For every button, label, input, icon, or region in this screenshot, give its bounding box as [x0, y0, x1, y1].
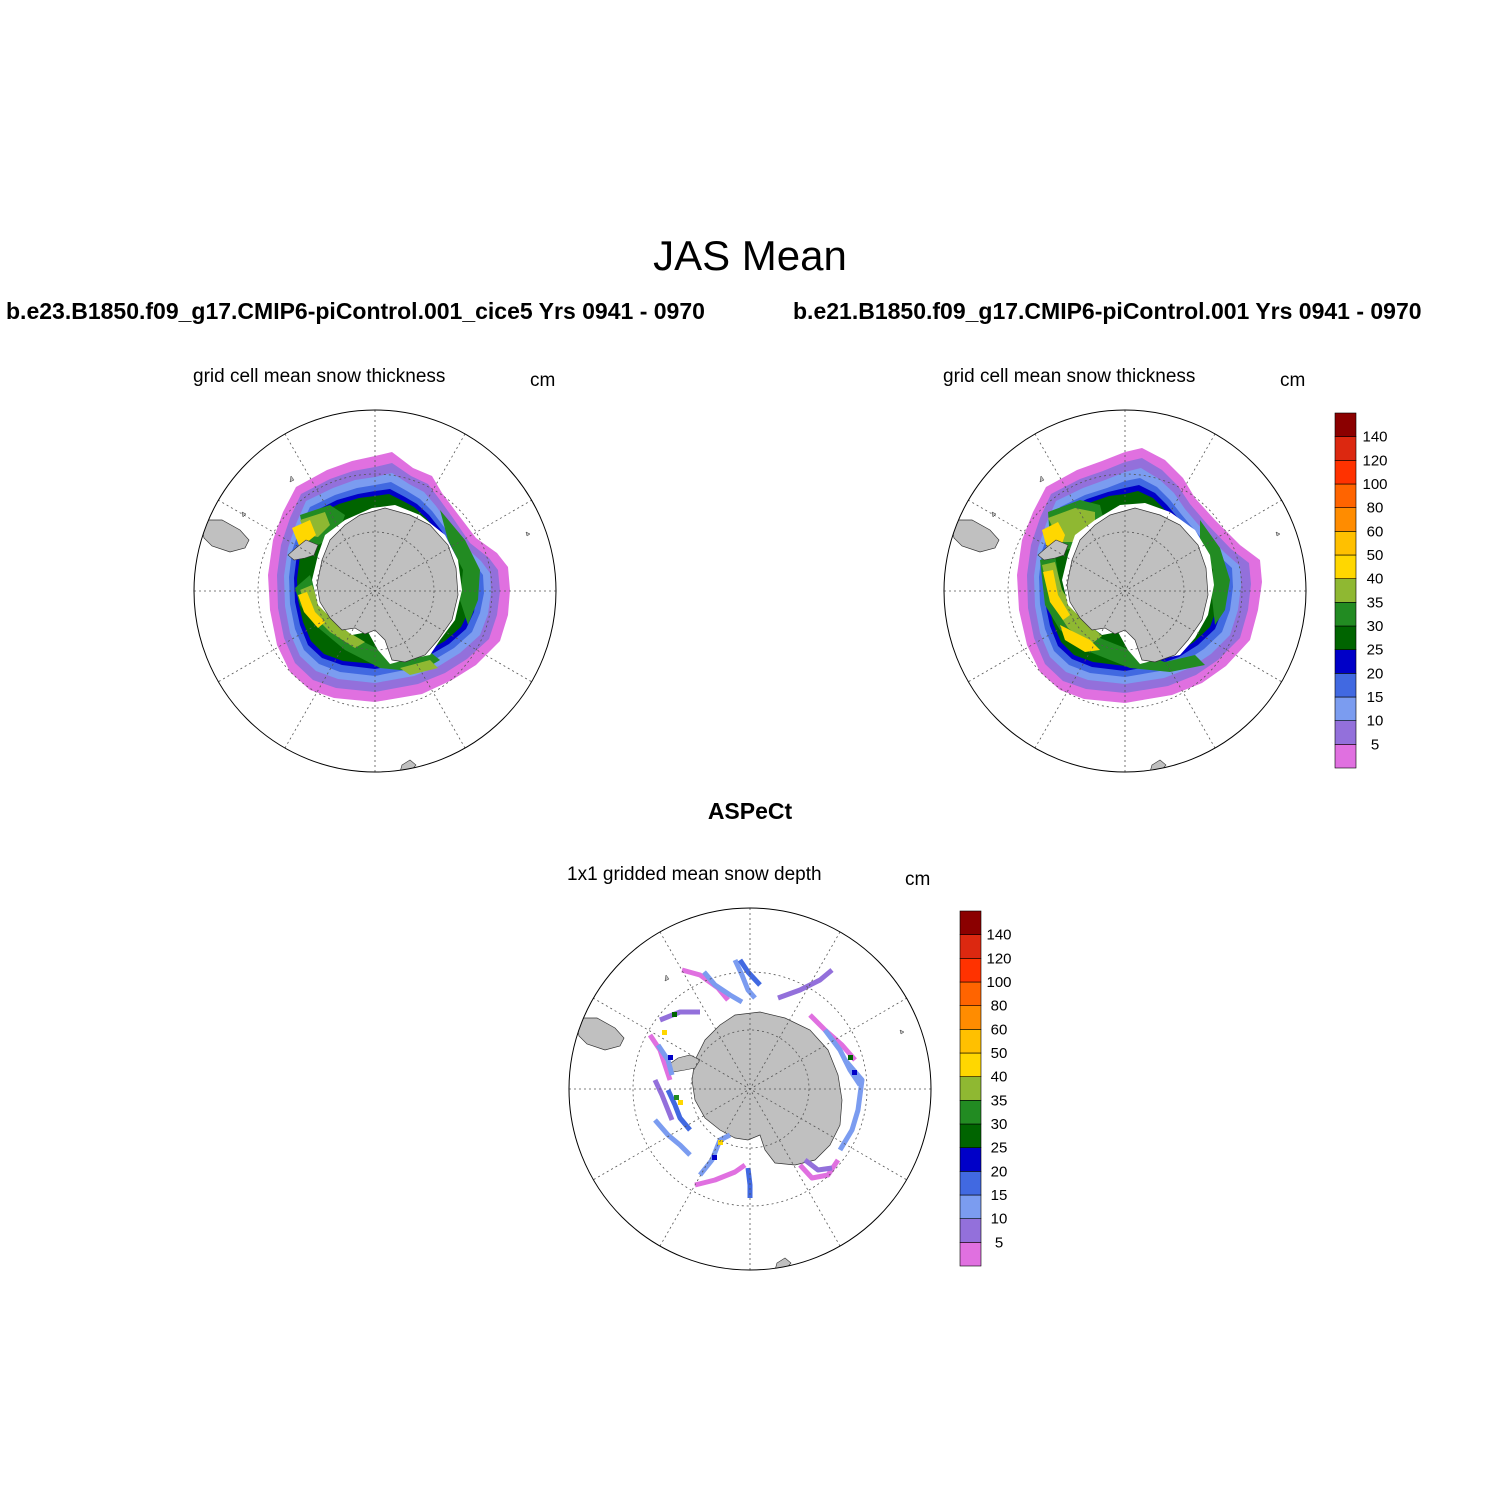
colorbar-label: 10	[1367, 713, 1384, 730]
colorbar-swatch	[1334, 483, 1357, 508]
colorbar-label: 25	[991, 1140, 1008, 1157]
colorbar-swatch	[1334, 531, 1357, 556]
colorbar-swatch	[1334, 436, 1357, 461]
colorbar-label: 10	[991, 1211, 1008, 1228]
colorbar-label: 35	[991, 1092, 1008, 1109]
colorbar-label: 140	[986, 927, 1011, 944]
colorbar-swatch	[959, 934, 982, 959]
colorbar-swatch	[1334, 507, 1357, 532]
colorbar-swatch	[959, 1218, 982, 1243]
colorbar-label: 40	[1367, 571, 1384, 588]
colorbar-label: 80	[1367, 500, 1384, 517]
colorbar-swatch	[959, 1171, 982, 1196]
colorbar-swatch	[959, 981, 982, 1006]
colorbar-label: 40	[991, 1069, 1008, 1086]
colorbar-label: 80	[991, 998, 1008, 1015]
colorbar-swatch	[959, 1242, 982, 1267]
colorbar-swatch	[959, 958, 982, 983]
colorbar-label: 5	[1371, 736, 1379, 753]
colorbar-swatch	[1334, 625, 1357, 650]
panel3-graticule	[569, 908, 931, 1270]
panel2-field	[949, 448, 1281, 772]
colorbar-swatch	[959, 1123, 982, 1148]
colorbar-label: 120	[1362, 452, 1387, 469]
panel3-field	[574, 958, 905, 1270]
panel3-map	[568, 907, 932, 1271]
colorbar-swatch	[959, 1052, 982, 1077]
colorbar-swatch	[1334, 673, 1357, 698]
panel1-field	[199, 452, 531, 772]
colorbar-swatch	[1334, 578, 1357, 603]
figure-title: JAS Mean	[653, 232, 847, 279]
colorbar-top: 5 10 15 20 25 30 35 40 50 60 80 100 120 140	[1334, 412, 1388, 769]
colorbar-label: 30	[1367, 618, 1384, 635]
colorbar-label: 5	[995, 1234, 1003, 1251]
colorbar-label: 30	[991, 1116, 1008, 1133]
colorbar-label: 25	[1367, 642, 1384, 659]
colorbar-label: 50	[991, 1045, 1008, 1062]
panel2-units-label: cm	[1280, 370, 1306, 391]
colorbar-label: 35	[1367, 594, 1384, 611]
colorbar-swatch	[959, 1194, 982, 1219]
panel2-variable-label: grid cell mean snow thickness	[943, 366, 1196, 387]
panel3-map-boundary	[568, 907, 932, 1271]
panel1-variable-label: grid cell mean snow thickness	[193, 366, 446, 387]
colorbar-swatch	[1334, 696, 1357, 721]
colorbar-bottom: 5 10 15 20 25 30 35 40 50 60 80 100 120 140	[959, 910, 1012, 1267]
colorbar-label: 20	[1367, 665, 1384, 682]
colorbar-swatch	[1334, 649, 1357, 674]
panel1-map-boundary	[193, 409, 557, 773]
colorbar-label: 50	[1367, 547, 1384, 564]
colorbar-label: 120	[986, 950, 1011, 967]
colorbar-swatch	[959, 1005, 982, 1030]
colorbar-swatch	[959, 1076, 982, 1101]
panel2-case-title: b.e21.B1850.f09_g17.CMIP6-piControl.001 …	[793, 298, 1422, 324]
panel3-variable-label: 1x1 gridded mean snow depth	[567, 864, 822, 885]
panel3-units-label: cm	[905, 869, 931, 890]
colorbar-label: 15	[1367, 689, 1384, 706]
panel3-highlight-cells	[662, 1012, 857, 1160]
colorbar-swatch	[959, 1100, 982, 1125]
panel1-case-title: b.e23.B1850.f09_g17.CMIP6-piControl.001_…	[6, 298, 705, 324]
colorbar-swatch	[1334, 602, 1357, 627]
panel1-units-label: cm	[530, 370, 556, 391]
colorbar-label: 15	[991, 1187, 1008, 1204]
colorbar-swatch	[959, 1029, 982, 1054]
colorbar-label: 60	[991, 1021, 1008, 1038]
panel1-graticule	[194, 410, 556, 772]
panel3-case-title: ASPeCt	[707, 798, 793, 824]
colorbar-label: 60	[1367, 523, 1384, 540]
colorbar-label: 140	[1362, 429, 1387, 446]
panel1-map	[193, 409, 557, 773]
colorbar-swatch	[1334, 554, 1357, 579]
colorbar-swatch	[1334, 412, 1357, 437]
colorbar-swatch	[1334, 744, 1357, 769]
colorbar-label: 100	[1362, 476, 1387, 493]
colorbar-label: 20	[991, 1163, 1008, 1180]
colorbar-swatch	[959, 910, 982, 935]
colorbar-swatch	[1334, 720, 1357, 745]
panel2-map	[943, 409, 1307, 773]
panel2-map-boundary	[943, 409, 1307, 773]
colorbar-swatch	[959, 1147, 982, 1172]
colorbar-swatch	[1334, 460, 1357, 485]
panel2-graticule	[944, 410, 1306, 772]
colorbar-label: 100	[986, 974, 1011, 991]
